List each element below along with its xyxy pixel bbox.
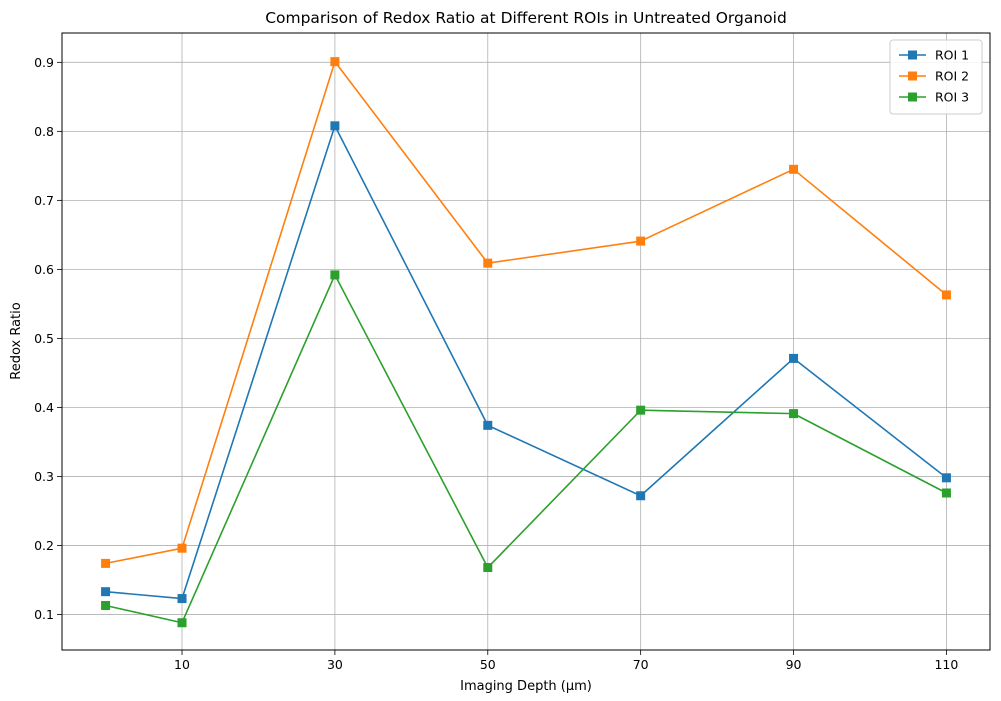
- data-point-marker: [101, 558, 111, 568]
- x-axis-ticks: 10 30 50 70 90 110: [174, 650, 958, 672]
- y-tick-label: 0.3: [34, 469, 54, 484]
- plot-frame: [61, 32, 991, 651]
- y-tick-label: 0.2: [34, 538, 54, 553]
- y-tick-label: 0.7: [34, 193, 54, 208]
- y-tick-label: 0.5: [34, 331, 54, 346]
- data-point-marker: [330, 270, 340, 280]
- series-1: [101, 121, 951, 604]
- x-tick-label: 110: [934, 657, 958, 672]
- data-point-marker: [941, 473, 951, 483]
- x-axis-label: Imaging Depth (µm): [460, 679, 592, 694]
- y-tick-label: 0.6: [34, 262, 54, 277]
- x-tick-label: 50: [480, 657, 496, 672]
- x-tick-label: 70: [633, 657, 649, 672]
- legend-item: ROI 1: [899, 48, 969, 63]
- data-point-marker: [101, 587, 111, 597]
- data-point-marker: [330, 121, 340, 131]
- data-point-marker: [483, 420, 493, 430]
- x-tick-label: 30: [327, 657, 343, 672]
- data-point-marker: [177, 618, 187, 628]
- data-point-marker: [177, 594, 187, 604]
- data-point-marker: [636, 491, 646, 501]
- data-point-marker: [789, 164, 799, 174]
- y-tick-label: 0.8: [34, 124, 54, 139]
- legend-marker: [908, 71, 917, 81]
- data-point-marker: [177, 543, 187, 553]
- y-axis-ticks: 0.1 0.2 0.3 0.4 0.5 0.6 0.7 0.8 0.9: [34, 55, 62, 622]
- legend: ROI 1 ROI 2 ROI 3: [889, 39, 983, 115]
- data-point-marker: [789, 409, 799, 419]
- legend-marker: [908, 50, 917, 60]
- legend-item: ROI 3: [899, 90, 969, 105]
- chart-title: Comparison of Redox Ratio at Different R…: [265, 9, 787, 27]
- y-axis-label: Redox Ratio: [9, 302, 24, 380]
- y-tick-label: 0.1: [34, 607, 54, 622]
- y-tick-label: 0.9: [34, 55, 54, 70]
- legend-marker: [908, 92, 917, 102]
- series-layer: [101, 57, 951, 628]
- data-point-marker: [636, 405, 646, 415]
- legend-label: ROI 1: [935, 48, 969, 63]
- series-3: [101, 270, 951, 628]
- legend-item: ROI 2: [899, 69, 969, 84]
- data-point-marker: [636, 236, 646, 246]
- data-point-marker: [330, 57, 340, 67]
- legend-label: ROI 2: [935, 69, 969, 84]
- data-point-marker: [101, 600, 111, 610]
- data-point-marker: [789, 353, 799, 363]
- series-2: [101, 57, 951, 568]
- x-tick-label: 10: [174, 657, 190, 672]
- x-tick-label: 90: [786, 657, 802, 672]
- data-point-marker: [483, 563, 493, 573]
- data-point-marker: [483, 258, 493, 268]
- y-tick-label: 0.4: [34, 400, 54, 415]
- data-point-marker: [941, 290, 951, 300]
- data-point-marker: [941, 488, 951, 498]
- legend-label: ROI 3: [935, 90, 969, 105]
